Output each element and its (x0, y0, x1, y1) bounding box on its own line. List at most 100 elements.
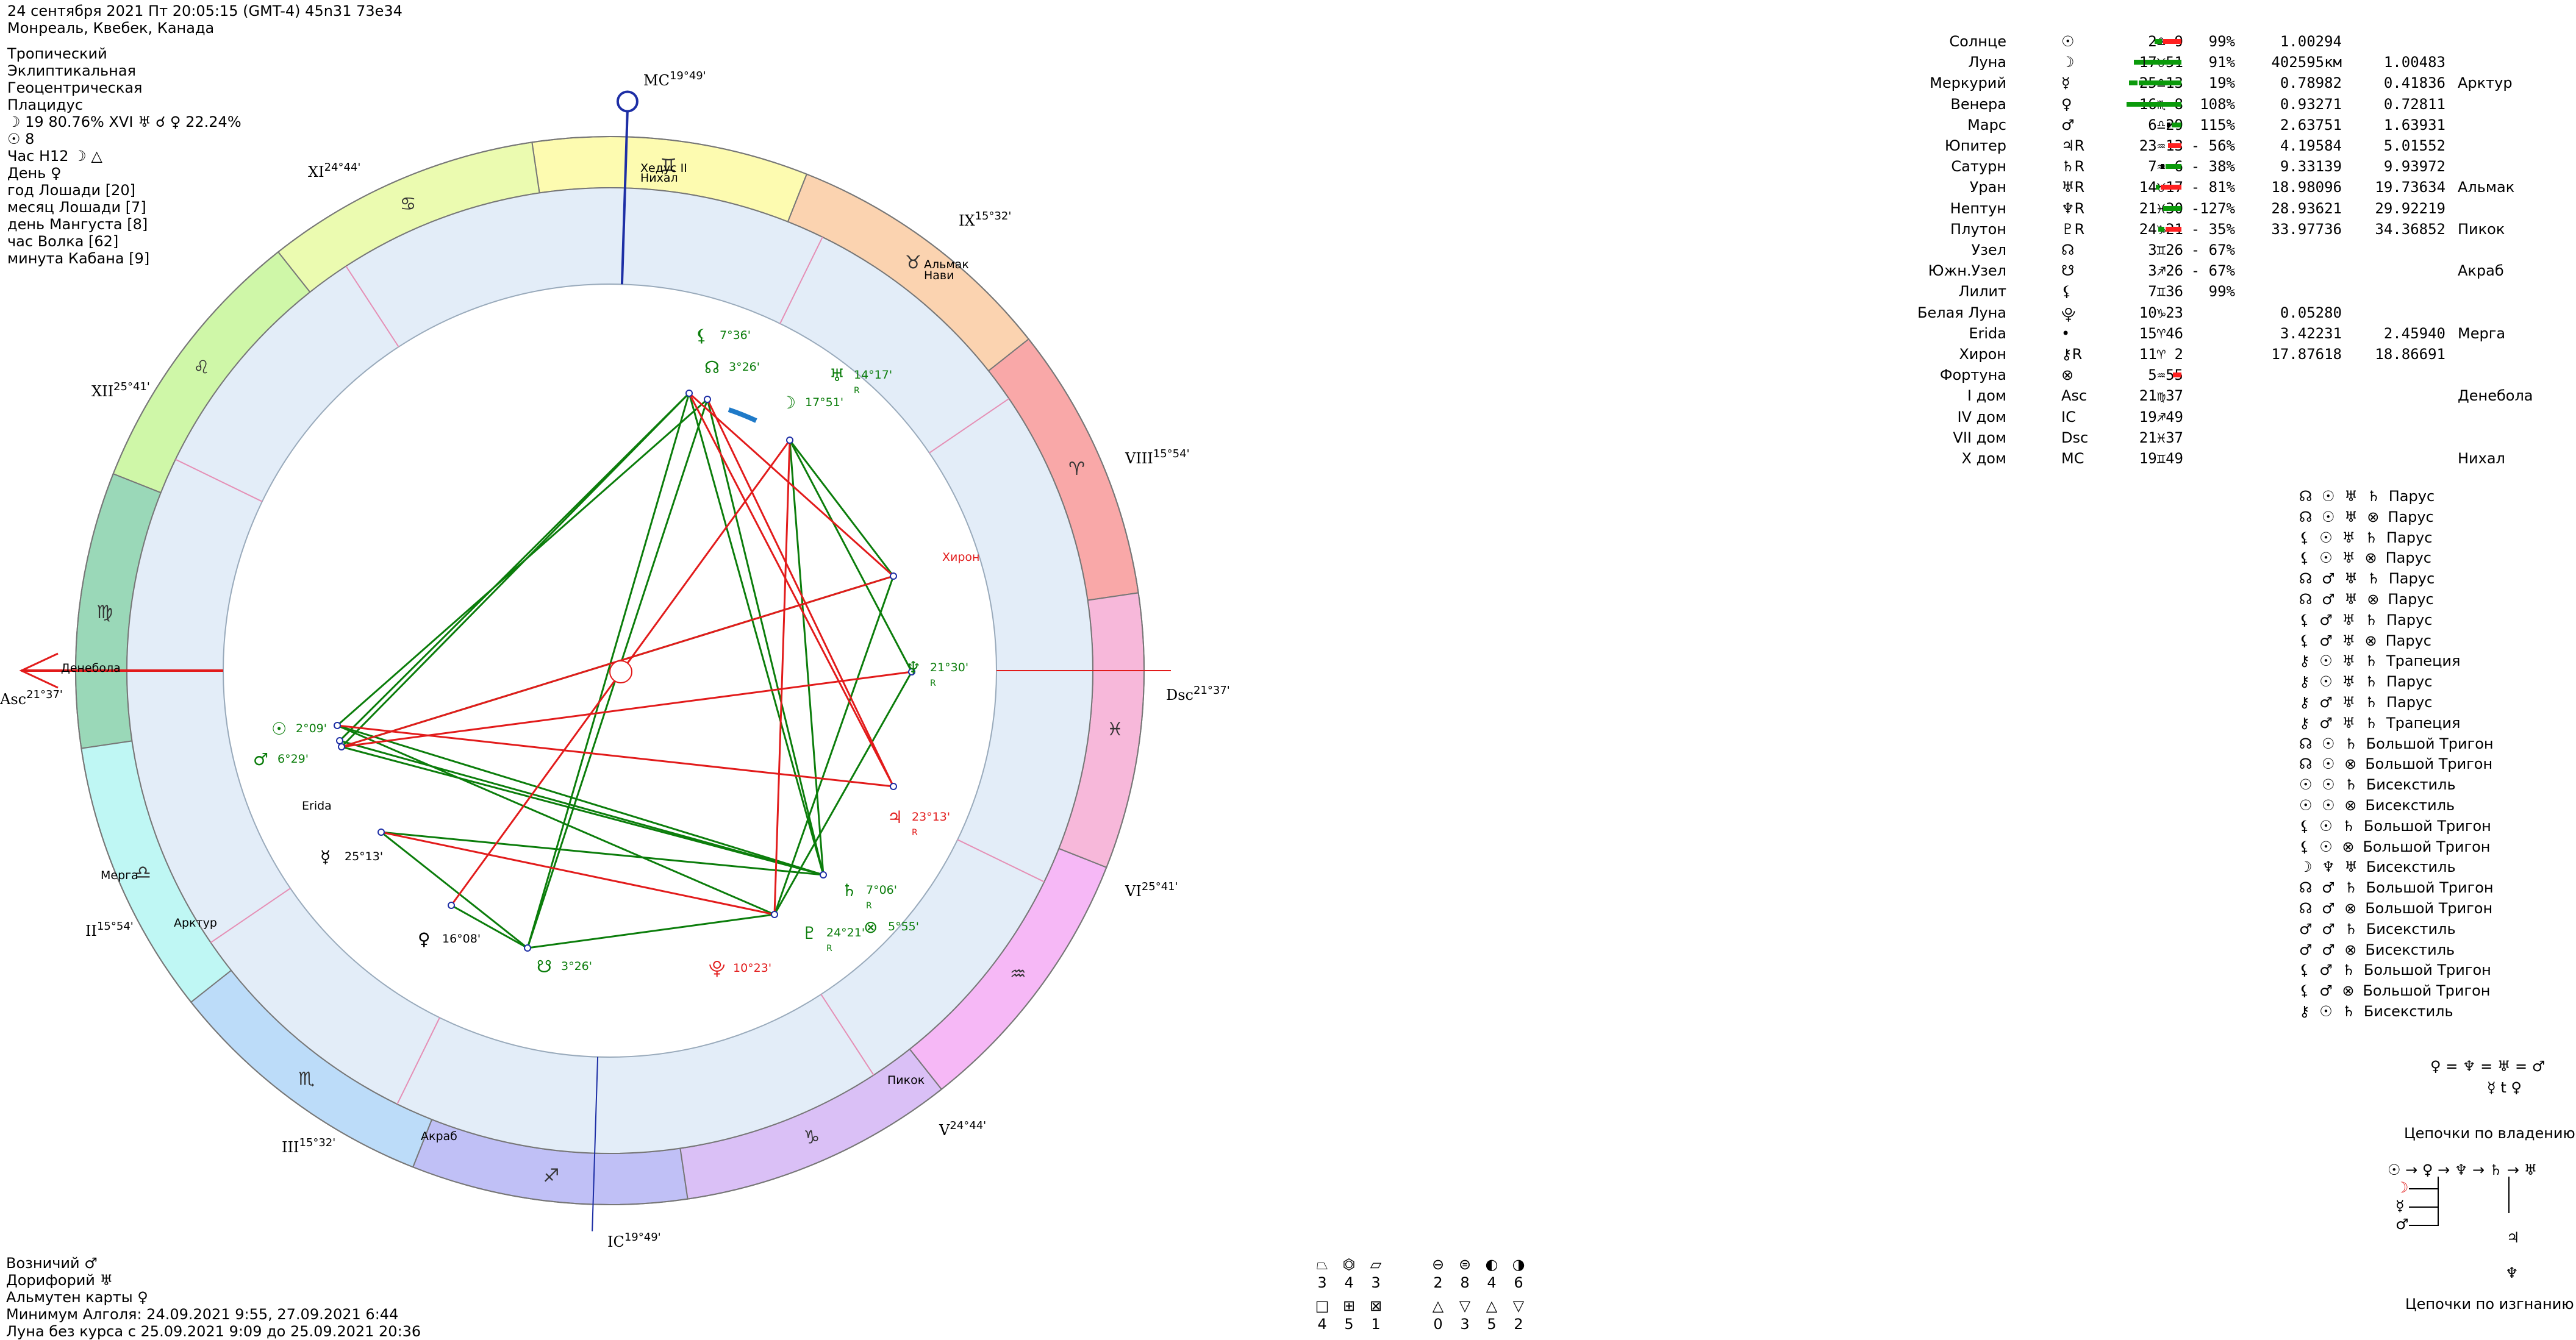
aspect-figure-row: ⚸ ☉ ⊗ Большой Тригон (2299, 838, 2494, 859)
house-label: XII25°41' (91, 380, 150, 400)
planet-distance-1: 17.87618 (2271, 346, 2342, 363)
planet-degree: 21°30' (930, 661, 968, 674)
stat-row1-glyph: ⏥ (1370, 1256, 1382, 1273)
planet-strength-bar (2127, 101, 2181, 107)
aspect-line-trine (337, 724, 824, 876)
house-label: MC19°49' (643, 69, 706, 89)
aspect-figure-name: Бисекстиль (2366, 858, 2456, 876)
planet-position: 21♍37 (2139, 387, 2183, 405)
zodiac-sign-glyph: ♍ (96, 602, 113, 623)
planet-name: Erida (1969, 324, 2006, 342)
aspect-figure-glyphs: ☽ ♆ ♅ (2299, 858, 2360, 876)
planet-glyph: ☉ (2061, 33, 2075, 50)
aspect-figure-name: Бисекстиль (2366, 920, 2456, 938)
settings-line: месяц Лошади [7] (7, 199, 146, 216)
stat-row1-glyph: ⏣ (1342, 1256, 1356, 1273)
chains-exile-title: Цепочки по изгнанию (2405, 1295, 2574, 1313)
stats-block: ⏢ 3 ⏣ 4 ⏥ 3 ⊖ 2 ⊜ 8 ◐ 4 ◑ 6 □ 4 ⊞ 5 ⊠ 1 △ 0 ▽ 3 △ 5 ▽ 2 (1311, 1256, 1543, 1335)
planet-glyph: ♆R (2061, 199, 2085, 217)
aspect-figure-glyphs: ⚸ ♂ ♅ ♄ (2299, 611, 2381, 629)
planet-percent: 99% (2208, 283, 2235, 301)
house-label: IC19°49' (607, 1231, 661, 1250)
aspect-figure-row: ☊ ☉ ♄ Большой Тригон (2299, 735, 2494, 756)
natal-chart-wheel[interactable]: ♈ ♉ ♊ ♋ ♌ ♍ ♎ ♏ ♐ ♑ ♒ ♓ MC19°49' XI24°44' XII25°41' As… (0, 0, 1281, 1337)
aspect-figure-name: Бисекстиль (2366, 776, 2456, 794)
house-cusp-line (779, 237, 823, 324)
house-degree: 25°41' (1142, 880, 1178, 893)
zodiac-ring: ♈ ♉ ♊ ♋ ♌ ♍ ♎ ♏ ♐ ♑ ♒ ♓ (75, 136, 1145, 1205)
stat-row2-value: 5 (1487, 1316, 1497, 1333)
planet-percent: - 56% (2191, 137, 2235, 154)
footer-line: Возничий ♂ (6, 1255, 98, 1272)
house-label: Dsc21°37' (1166, 684, 1230, 704)
aspect-line-square (381, 831, 775, 916)
planet-strength-bar (2166, 226, 2181, 232)
aspect-line-trine (338, 392, 690, 742)
planet-percent: - 67% (2191, 241, 2235, 258)
aspect-figure-row: ⚸ ♂ ♅ ⊗ Парус (2299, 632, 2494, 653)
stat-row2-value: 5 (1344, 1316, 1354, 1333)
aspect-line-trine (527, 913, 775, 949)
planet-name: Юпитер (1944, 137, 2006, 154)
stat-row2-value: 3 (1460, 1316, 1470, 1333)
planet-glyph: ⚸ (695, 326, 708, 346)
aspect-figure-name: Парус (2388, 508, 2434, 526)
aspect-line-trine (773, 671, 913, 915)
planet-glyph: ♅ (829, 365, 845, 385)
aspect-figure-name: Парус (2388, 570, 2435, 588)
aspect-line-trine (789, 440, 895, 577)
aspect-figure-row: ⚷ ☉ ♅ ♄ Трапеция (2299, 652, 2494, 673)
planet-degree: 17°51' (805, 396, 843, 409)
aspect-figure-glyphs: ☊ ☉ ♄ (2299, 735, 2360, 752)
planet-glyph: ♆ (906, 658, 921, 678)
planet-strength-bar (2167, 122, 2170, 127)
planet-distance-1: 0.93271 (2280, 95, 2342, 113)
aspect-figure-row: ☉ ☉ ⊗ Бисекстиль (2299, 797, 2494, 818)
aspect-line-trine (337, 724, 775, 916)
aspect-figure-glyphs: ☊ ♂ ♅ ⊗ (2299, 590, 2382, 608)
planet-glyph: IC (2061, 408, 2076, 426)
planet-distance-2: 19.73634 (2375, 179, 2445, 196)
planet-glyph: ♇ (802, 923, 817, 943)
ic-axis-line (592, 1057, 599, 1231)
planet-star: Акраб (2458, 262, 2504, 280)
footer-line: Минимум Алголя: 24.09.2021 9:55, 27.09.2… (6, 1306, 399, 1323)
aspect-node (704, 396, 711, 403)
svg-text:☽: ☽ (2395, 1179, 2409, 1196)
aspect-node (377, 829, 385, 836)
planet-glyph: ♂ (253, 749, 268, 769)
star-label: Нави (924, 269, 954, 282)
planet-strength-bar (2172, 122, 2181, 127)
zodiac-sign-glyph: ♏ (298, 1068, 315, 1089)
aspect-node (334, 722, 341, 729)
aspect-figure-row: ☊ ☉ ♅ ⊗ Парус (2299, 508, 2494, 529)
settings-line: час Волка [62] (7, 233, 119, 250)
planet-degree: 25°13' (345, 850, 383, 863)
planet-distance-2: 2.45940 (2383, 324, 2445, 342)
planet-degree: 7°36' (720, 329, 751, 342)
planet-degree: 3°26' (729, 360, 760, 374)
planet-retro: R (854, 386, 860, 396)
planet-distance-1: 18.98096 (2271, 179, 2342, 196)
planet-glyph: ☽ (781, 393, 796, 413)
planet-percent: 91% (2208, 54, 2235, 71)
planet-name: Солнце (1949, 33, 2006, 50)
star-label: Акраб (421, 1130, 457, 1143)
planet-row: IV дом IC 19♐49 (1878, 408, 2576, 429)
aspect-node (908, 668, 915, 675)
aspect-figure-row: ⚸ ♂ ♄ Большой Тригон (2299, 961, 2494, 982)
aspect-figure-name: Большой Тригон (2363, 817, 2491, 835)
planet-position: 3♐26 (2148, 262, 2183, 280)
planet-name: Узел (1971, 241, 2007, 258)
aspect-line-square (341, 671, 912, 748)
aspect-figure-name: Парус (2388, 590, 2434, 608)
planet-position: 19♐49 (2139, 408, 2183, 426)
star-label: Нихал (640, 171, 678, 185)
planet-row: Erida • 15♈46 3.42231 2.45940 Мерга (1878, 325, 2576, 346)
planet-row: X дом MC 19♊49 Нихал (1878, 450, 2576, 471)
planet-glyph: ☊ (704, 357, 720, 377)
stat-row2-value: 0 (1433, 1316, 1443, 1333)
planet-glyph: ☿ (2061, 74, 2070, 92)
aspect-figure-row: ♂ ♂ ♄ Бисекстиль (2299, 921, 2494, 941)
aspect-figure-glyphs: ⚷ ☉ ♅ ♄ (2299, 673, 2381, 691)
